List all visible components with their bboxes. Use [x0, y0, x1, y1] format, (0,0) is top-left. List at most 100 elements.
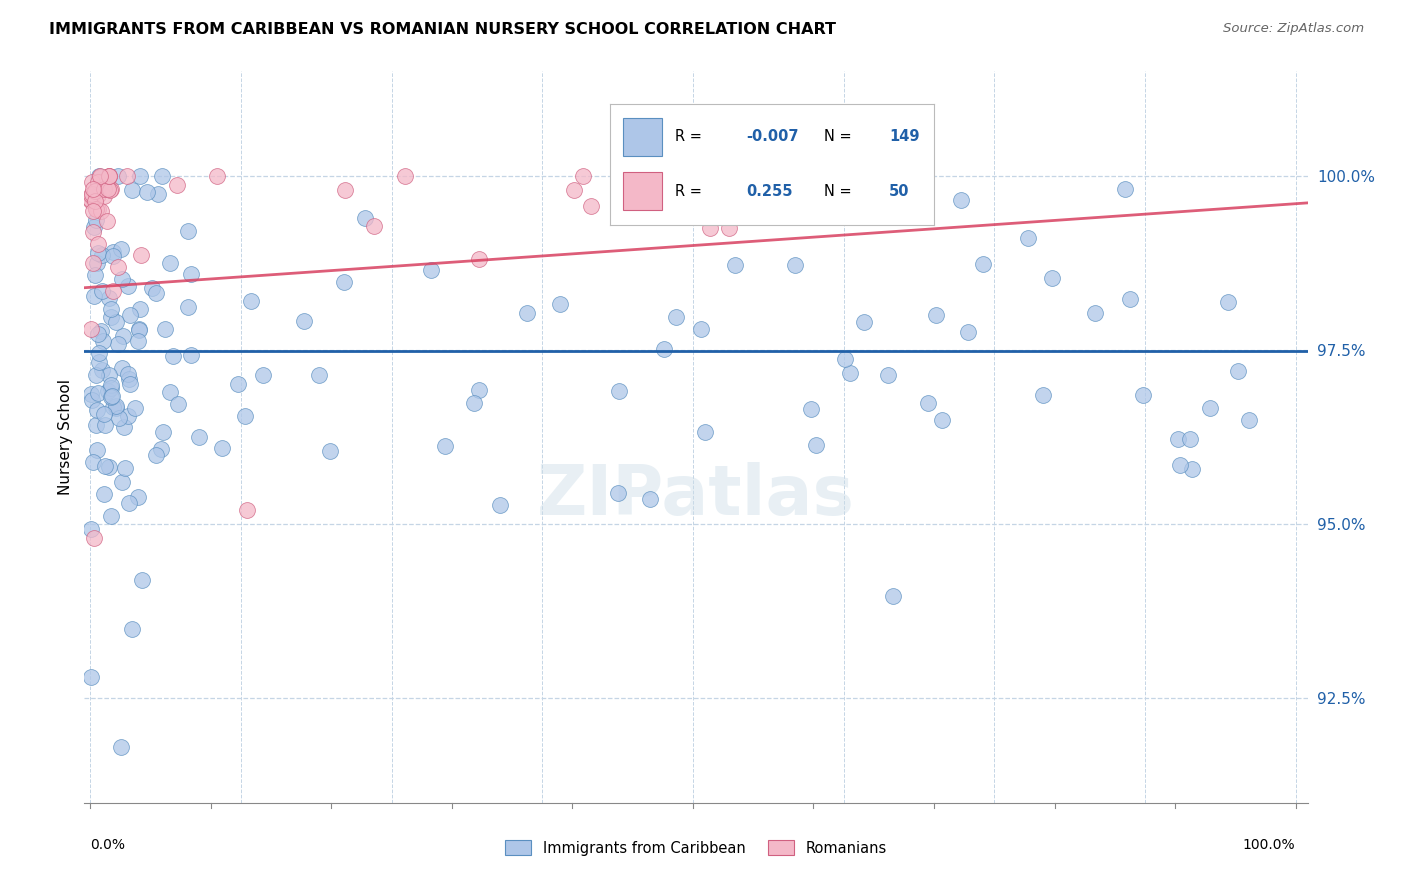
Point — [87, 202, 110, 217]
Point — [734, 175, 756, 189]
Point — [117, 409, 139, 423]
Point — [104, 401, 127, 415]
Point — [152, 425, 174, 440]
Point — [839, 366, 862, 380]
Point — [89, 170, 111, 185]
Point — [252, 368, 274, 383]
Point — [433, 439, 456, 453]
Point — [80, 670, 103, 684]
Point — [117, 278, 139, 293]
Point — [876, 368, 898, 382]
Point — [84, 202, 107, 216]
Point — [127, 334, 149, 348]
Point — [105, 315, 128, 329]
Point — [93, 407, 115, 421]
Point — [363, 219, 385, 233]
Point — [180, 348, 202, 362]
Text: 100.0%: 100.0% — [1243, 838, 1295, 852]
Point — [1132, 388, 1154, 402]
Point — [84, 418, 107, 433]
Point — [100, 508, 122, 523]
Point — [107, 411, 129, 425]
Point — [689, 322, 711, 336]
Point — [136, 185, 159, 199]
Point — [100, 301, 122, 316]
Point — [111, 328, 134, 343]
Point — [98, 183, 121, 197]
Point — [98, 368, 121, 383]
Point — [89, 169, 111, 183]
Point — [80, 190, 103, 204]
Point — [110, 740, 132, 755]
Point — [489, 498, 512, 512]
Point — [724, 169, 747, 183]
Point — [100, 390, 122, 404]
Point — [211, 441, 233, 455]
Point — [84, 268, 107, 282]
Point — [86, 256, 108, 270]
Point — [80, 187, 103, 202]
Point — [89, 346, 111, 360]
Point — [1237, 413, 1260, 427]
Point — [103, 400, 125, 414]
Point — [319, 444, 342, 458]
Point — [468, 252, 491, 266]
Point — [640, 492, 662, 507]
Point — [177, 300, 200, 314]
Point — [90, 363, 112, 377]
Point — [129, 169, 152, 183]
Point — [129, 302, 152, 317]
Point — [101, 244, 124, 259]
Point — [83, 184, 105, 198]
Point — [86, 402, 108, 417]
Point — [82, 225, 104, 239]
Text: Source: ZipAtlas.com: Source: ZipAtlas.com — [1223, 22, 1364, 36]
Point — [112, 420, 135, 434]
Point — [84, 213, 107, 227]
Point — [100, 310, 122, 324]
Point — [141, 281, 163, 295]
Point — [82, 182, 104, 196]
Point — [292, 313, 315, 327]
Point — [333, 183, 356, 197]
Point — [1167, 433, 1189, 447]
Point — [94, 458, 117, 473]
Point — [87, 246, 110, 260]
Point — [118, 376, 141, 391]
Point — [83, 219, 105, 234]
Point — [607, 486, 630, 500]
Point — [104, 399, 127, 413]
Point — [97, 169, 120, 184]
Point — [97, 169, 120, 183]
Point — [548, 297, 571, 311]
Point — [972, 257, 994, 271]
Point — [571, 169, 593, 183]
Point — [1118, 292, 1140, 306]
Point — [159, 384, 181, 399]
Point — [853, 315, 876, 329]
Point — [236, 503, 259, 517]
Point — [100, 389, 122, 403]
Point — [153, 322, 176, 336]
Point — [1114, 181, 1136, 195]
Point — [128, 323, 150, 337]
Point — [96, 213, 118, 227]
Point — [82, 455, 104, 469]
Point — [83, 531, 105, 545]
Point — [145, 448, 167, 462]
Point — [114, 461, 136, 475]
Point — [354, 211, 377, 225]
Point — [1032, 388, 1054, 402]
Point — [90, 324, 112, 338]
Point — [97, 169, 120, 183]
Text: IMMIGRANTS FROM CARIBBEAN VS ROMANIAN NURSERY SCHOOL CORRELATION CHART: IMMIGRANTS FROM CARIBBEAN VS ROMANIAN NU… — [49, 22, 837, 37]
Point — [103, 249, 125, 263]
Point — [721, 169, 744, 183]
Point — [87, 327, 110, 342]
Point — [463, 396, 485, 410]
Point — [718, 221, 741, 235]
Point — [86, 442, 108, 457]
Point — [97, 384, 120, 399]
Point — [925, 308, 948, 322]
Point — [233, 409, 256, 424]
